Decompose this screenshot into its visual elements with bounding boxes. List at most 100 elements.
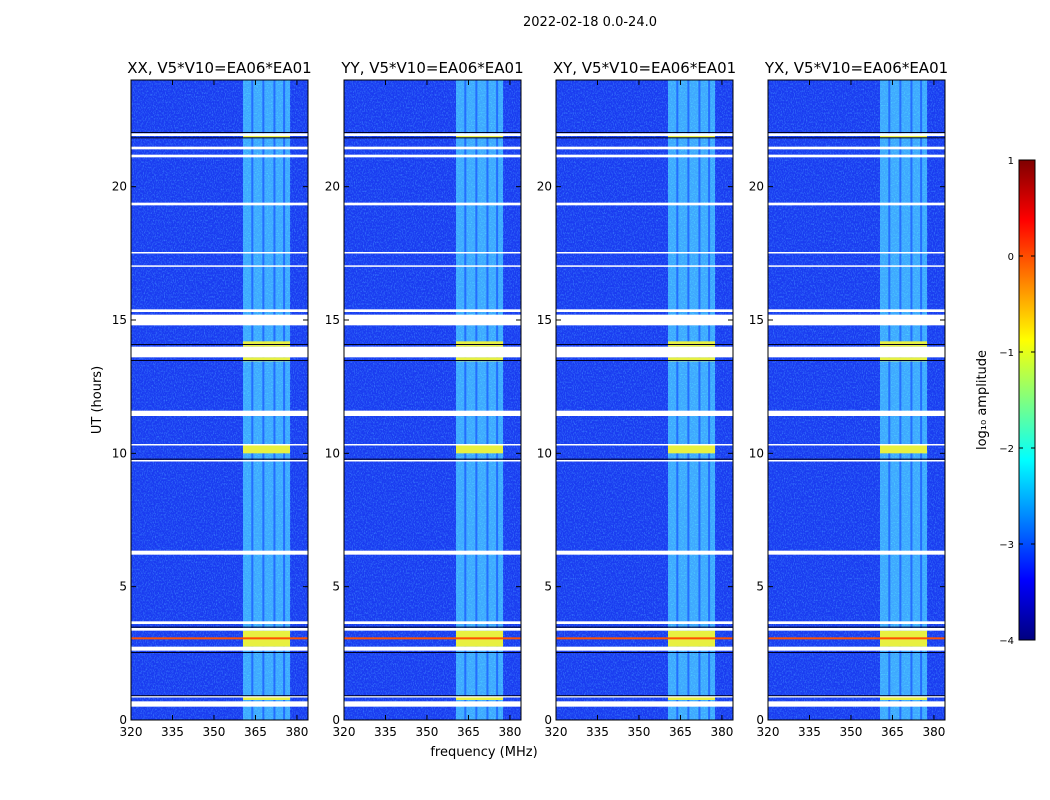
flagged-row — [131, 621, 308, 624]
flagged-row — [556, 154, 733, 158]
separator-row — [344, 695, 521, 697]
colorbar-tick-label: −1 — [999, 348, 1014, 359]
flagged-row — [131, 550, 308, 555]
rfi-row — [768, 637, 945, 640]
y-tick-label: 15 — [325, 313, 340, 327]
separator-row — [768, 132, 945, 133]
flagged-row — [344, 133, 521, 136]
separator-row — [768, 695, 945, 697]
bright-row — [880, 136, 928, 138]
flagged-row — [131, 696, 308, 698]
flagged-row — [768, 202, 945, 206]
channel-stripe — [273, 80, 276, 720]
panel-4: YX, V5*V10=EA06*EA01 320 335 350 365 380 0 5 10 1… — [749, 59, 948, 739]
channel-stripe — [486, 80, 489, 720]
flagged-row — [344, 696, 521, 698]
y-tick-label: 20 — [749, 180, 764, 194]
x-tick-label: 320 — [757, 725, 780, 739]
colorbar-tick-label: −2 — [999, 444, 1014, 455]
flagged-row — [768, 133, 945, 136]
panel-title: XY, V5*V10=EA06*EA01 — [553, 59, 736, 77]
flagged-row — [344, 550, 521, 555]
bright-row — [880, 445, 928, 454]
flagged-row — [131, 202, 308, 206]
colorbar-tick-label: 0 — [1008, 252, 1014, 263]
flagged-row — [344, 621, 521, 624]
flagged-row — [131, 701, 308, 707]
channel-stripe — [888, 80, 891, 720]
x-tick-label: 365 — [457, 725, 480, 739]
flagged-row — [344, 146, 521, 150]
rfi-row — [344, 637, 521, 640]
y-tick-label: 0 — [332, 713, 340, 727]
flagged-row — [344, 154, 521, 158]
x-tick-label: 320 — [545, 725, 568, 739]
signal-band-texture — [243, 80, 291, 720]
channel-stripe — [698, 80, 701, 720]
panels: XX, V5*V10=EA06*EA01 320 335 350 365 380 0 5 10 1… — [112, 59, 948, 739]
signal-band-texture — [456, 80, 504, 720]
channel-stripe — [475, 80, 478, 720]
flagged-row — [556, 309, 733, 312]
bright-row — [456, 697, 504, 700]
flagged-row — [131, 346, 308, 358]
panel-3: XY, V5*V10=EA06*EA01 320 335 350 365 380 0 5 10 1… — [537, 59, 736, 739]
x-tick-label: 365 — [244, 725, 267, 739]
y-tick-label: 20 — [537, 180, 552, 194]
flagged-row — [556, 252, 733, 254]
flagged-row — [556, 346, 733, 358]
panel-title: YX, V5*V10=EA06*EA01 — [764, 59, 948, 77]
flagged-row — [131, 628, 308, 631]
y-tick-label: 0 — [544, 713, 552, 727]
flagged-row — [344, 265, 521, 267]
panel-frame — [767, 79, 946, 721]
rfi-row — [131, 637, 308, 640]
bright-row — [243, 697, 291, 700]
flagged-row — [556, 146, 733, 150]
flagged-row — [131, 265, 308, 267]
separator-row — [556, 132, 733, 133]
flagged-row — [556, 265, 733, 267]
y-axis-label: UT (hours) — [90, 366, 105, 434]
flagged-row — [768, 309, 945, 312]
channel-stripe — [283, 80, 286, 720]
x-tick-label: 350 — [628, 725, 651, 739]
flagged-row — [131, 314, 308, 326]
bright-row — [668, 136, 716, 138]
flagged-row — [556, 202, 733, 206]
flagged-row — [131, 252, 308, 254]
separator-row — [768, 344, 945, 345]
flagged-row — [768, 646, 945, 651]
channel-stripe — [464, 80, 467, 720]
flagged-row — [768, 621, 945, 624]
panel-frame — [555, 79, 734, 721]
x-tick-label: 365 — [881, 725, 904, 739]
panel-frame — [343, 79, 522, 721]
flagged-row — [768, 146, 945, 150]
y-tick-label: 10 — [325, 446, 340, 460]
x-tick-label: 350 — [416, 725, 439, 739]
flagged-row — [344, 444, 521, 446]
flagged-row — [556, 410, 733, 416]
colorbar-tick-label: −4 — [999, 636, 1014, 647]
separator-row — [768, 360, 945, 361]
channel-stripe — [899, 80, 902, 720]
separator-row — [344, 344, 521, 345]
x-tick-label: 350 — [840, 725, 863, 739]
separator-row — [556, 626, 733, 628]
y-tick-label: 5 — [544, 580, 552, 594]
separator-row — [344, 132, 521, 133]
x-tick-label: 365 — [669, 725, 692, 739]
flagged-row — [131, 410, 308, 416]
colorbar-tick-label: −3 — [999, 540, 1014, 551]
flagged-row — [556, 621, 733, 624]
separator-row — [131, 652, 308, 653]
flagged-row — [768, 265, 945, 267]
y-tick-label: 10 — [537, 446, 552, 460]
x-tick-label: 335 — [586, 725, 609, 739]
bright-row — [880, 357, 928, 362]
y-tick-label: 10 — [112, 446, 127, 460]
colorbar: 1 0 −1 −2 −3 −4 log₁₀ amplitude — [975, 156, 1036, 647]
flagged-row — [344, 701, 521, 707]
